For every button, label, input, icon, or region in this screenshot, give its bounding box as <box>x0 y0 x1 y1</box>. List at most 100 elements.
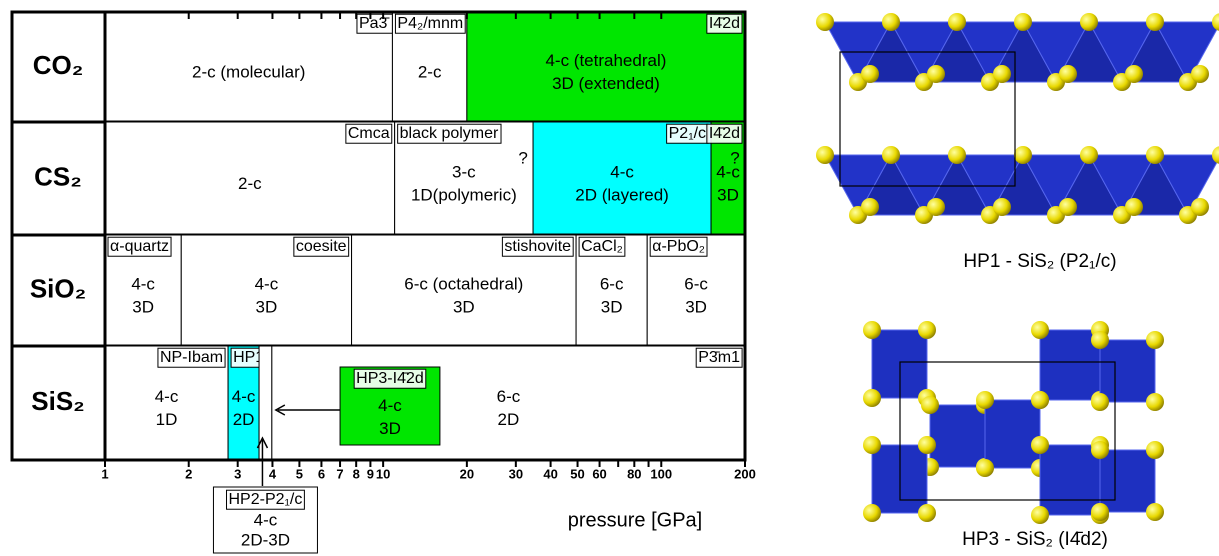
region-text: 2D-3D <box>241 530 290 549</box>
polyhedron <box>1100 340 1155 402</box>
atom <box>918 321 936 339</box>
x-tick-label: 5 <box>296 466 303 481</box>
region-text: 3D <box>453 297 475 316</box>
atom <box>1031 506 1049 524</box>
phase-label: HP3-I4̄2d <box>356 370 424 387</box>
atom <box>1080 13 1098 31</box>
region-text: 4-c (tetrahedral) <box>545 51 666 70</box>
region-text: 2D (layered) <box>575 185 669 204</box>
x-tick-label: 4 <box>269 466 277 481</box>
region-text: 2D <box>233 410 255 429</box>
atom <box>993 65 1011 83</box>
x-tick-label: 6 <box>318 466 325 481</box>
atom <box>1125 198 1143 216</box>
atom <box>921 396 939 414</box>
x-tick-label: 7 <box>336 466 343 481</box>
x-tick-label: 10 <box>376 466 390 481</box>
region-text: 6-c <box>497 387 521 406</box>
atom <box>948 146 966 164</box>
polyhedron <box>1040 330 1100 400</box>
x-tick-label: 80 <box>627 466 641 481</box>
x-tick-label: 100 <box>650 466 672 481</box>
atom <box>927 198 945 216</box>
atom <box>1091 393 1109 411</box>
region-text: 6-c (octahedral) <box>404 274 523 293</box>
region-text: 3D <box>717 185 739 204</box>
phase-label: stishovite <box>504 238 571 255</box>
atom <box>993 198 1011 216</box>
caption: HP3 - SiS₂ (I4̄d2) <box>962 529 1108 550</box>
caption: HP1 - SiS₂ (P2₁/c) <box>963 251 1116 272</box>
region-text: 6-c <box>600 274 624 293</box>
atom <box>863 504 881 522</box>
atom <box>1091 441 1109 459</box>
polyhedron <box>1100 450 1155 512</box>
phase-label: Pa3̄ <box>359 15 390 32</box>
note: ? <box>518 148 527 167</box>
atom <box>1146 441 1164 459</box>
atom <box>882 13 900 31</box>
phase-label: NP-Ibam <box>160 349 223 366</box>
atom <box>861 198 879 216</box>
atom <box>861 65 879 83</box>
phase-label: P2₁/c <box>669 125 706 142</box>
phase-label: CaCl₂ <box>581 238 623 255</box>
region-text: 4-c <box>232 387 256 406</box>
x-tick-label: 3 <box>234 466 241 481</box>
region-text: 4-c <box>155 387 179 406</box>
atom <box>1031 436 1049 454</box>
phase-label: α-quartz <box>110 238 169 255</box>
atom <box>918 436 936 454</box>
row-label: SiS₂ <box>31 386 84 416</box>
x-tick-label: 2 <box>185 466 192 481</box>
region-text: 3D <box>132 297 154 316</box>
atom <box>1059 198 1077 216</box>
region-text: 3D <box>685 297 707 316</box>
phase-label: HP2-P2₁/c <box>229 491 303 508</box>
atom <box>1146 13 1164 31</box>
polyhedron <box>985 400 1040 468</box>
region-text: 6-c <box>684 274 708 293</box>
atom <box>1031 391 1049 409</box>
figure: HP1 - SiS₂ (P2₁/c) HP3 - SiS₂ (I4̄d2) CO… <box>0 0 1219 556</box>
region-text: 1D <box>156 410 178 429</box>
x-tick-label: 30 <box>509 466 523 481</box>
x-tick-label: 50 <box>570 466 584 481</box>
atom <box>918 504 936 522</box>
region-text: 2-c <box>418 62 442 81</box>
phase-label: P3̄m1 <box>698 349 740 366</box>
x-tick-label: 8 <box>353 466 360 481</box>
region-text: 3D <box>601 297 623 316</box>
atom <box>1080 146 1098 164</box>
atom <box>1146 393 1164 411</box>
row-label: CO₂ <box>33 50 84 80</box>
atom <box>816 13 834 31</box>
x-tick-label: 20 <box>460 466 474 481</box>
phase-label: P4₂/mnm <box>397 15 463 32</box>
atom <box>1014 13 1032 31</box>
x-tick-label: 1 <box>101 466 108 481</box>
atom <box>863 389 881 407</box>
atom <box>1091 503 1109 521</box>
x-tick-label: 60 <box>592 466 606 481</box>
atom <box>976 391 994 409</box>
atom <box>863 321 881 339</box>
phase-label: I4̄2d <box>709 15 740 32</box>
region-text: 3D (extended) <box>552 74 660 93</box>
region-text: 4-c <box>131 274 155 293</box>
atom <box>1031 321 1049 339</box>
region-text: 3D <box>379 419 401 438</box>
x-tick-label: 200 <box>734 466 756 481</box>
row-label: CS₂ <box>34 161 82 191</box>
polyhedron <box>1040 445 1100 515</box>
region-text: 3-c <box>452 162 476 181</box>
atom <box>882 146 900 164</box>
x-axis-label: pressure [GPa] <box>568 509 703 531</box>
region-text: 4-c <box>610 162 634 181</box>
polyhedron <box>930 405 985 467</box>
phase-label: I4̄2d <box>709 125 740 142</box>
atom <box>1125 65 1143 83</box>
atom <box>948 13 966 31</box>
atom <box>816 146 834 164</box>
region-text: 2-c <box>238 174 262 193</box>
